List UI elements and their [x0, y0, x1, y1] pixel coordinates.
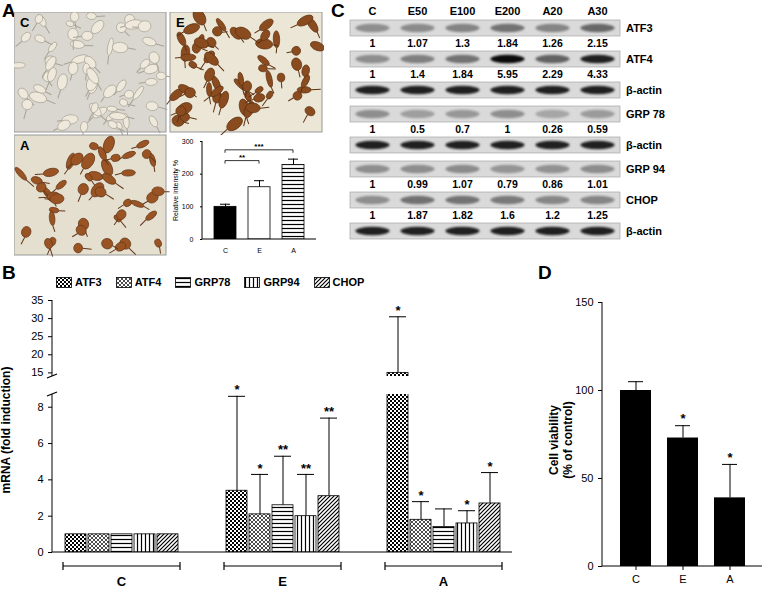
svg-text:5.95: 5.95: [497, 68, 518, 80]
svg-text:300: 300: [182, 138, 194, 145]
svg-text:β-actin: β-actin: [626, 139, 662, 151]
svg-text:15: 15: [31, 366, 43, 378]
svg-text:β-actin: β-actin: [626, 225, 662, 237]
svg-text:C: C: [117, 574, 127, 589]
svg-text:2.29: 2.29: [542, 68, 563, 80]
svg-text:50: 50: [581, 472, 593, 484]
svg-text:E: E: [257, 247, 262, 254]
html-text:C: C: [331, 0, 345, 21]
svg-text:Relative intensity %: Relative intensity %: [172, 160, 180, 221]
svg-text:*: *: [464, 497, 470, 512]
html-text:ATF4: ATF4: [134, 276, 162, 288]
svg-text:0.99: 0.99: [407, 178, 428, 190]
svg-text:C: C: [223, 247, 228, 254]
svg-text:1.07: 1.07: [452, 178, 473, 190]
svg-text:**: **: [278, 442, 289, 457]
svg-text:1.84: 1.84: [497, 37, 518, 49]
svg-text:E: E: [679, 573, 686, 585]
html-text:GRP94: GRP94: [263, 276, 300, 288]
svg-text:ATF4: ATF4: [626, 53, 654, 65]
svg-text:1.6: 1.6: [500, 209, 515, 221]
svg-text:1.4: 1.4: [410, 68, 425, 80]
svg-text:1: 1: [370, 209, 376, 221]
html-text:CHOP: CHOP: [332, 276, 365, 288]
html-text:D: D: [538, 262, 552, 283]
svg-text:E: E: [176, 15, 185, 30]
svg-text:1: 1: [370, 178, 376, 190]
svg-text:A: A: [726, 573, 734, 585]
svg-text:4: 4: [37, 473, 43, 485]
svg-text:1.82: 1.82: [452, 209, 473, 221]
svg-text:*: *: [234, 382, 240, 397]
svg-text:0.26: 0.26: [542, 123, 563, 135]
svg-text:E100: E100: [450, 5, 476, 17]
svg-text:0.86: 0.86: [542, 178, 563, 190]
svg-text:1.25: 1.25: [587, 209, 608, 221]
svg-text:100: 100: [182, 203, 194, 210]
svg-text:*: *: [487, 459, 493, 474]
svg-text:E: E: [278, 574, 287, 589]
svg-text:150: 150: [575, 296, 593, 308]
svg-text:0.5: 0.5: [410, 123, 425, 135]
svg-text:0: 0: [587, 560, 593, 572]
svg-text:C: C: [369, 5, 377, 17]
svg-text:20: 20: [31, 348, 43, 360]
svg-text:1.26: 1.26: [542, 37, 563, 49]
svg-text:*: *: [680, 411, 686, 426]
svg-text:0.7: 0.7: [455, 123, 470, 135]
svg-text:4.33: 4.33: [587, 68, 608, 80]
svg-text:ATF3: ATF3: [626, 22, 653, 34]
svg-text:*: *: [727, 450, 733, 465]
svg-text:A: A: [291, 247, 296, 254]
svg-text:E200: E200: [495, 5, 521, 17]
svg-text:CHOP: CHOP: [626, 194, 658, 206]
svg-text:25: 25: [31, 330, 43, 342]
svg-text:1.07: 1.07: [407, 37, 428, 49]
html-text:GRP78: GRP78: [194, 276, 231, 288]
svg-text:**: **: [239, 153, 246, 162]
html-text:ATF3: ATF3: [75, 276, 102, 288]
svg-text:1.87: 1.87: [407, 209, 428, 221]
svg-text:*: *: [257, 461, 263, 476]
svg-text:2: 2: [37, 510, 43, 522]
svg-text:0.59: 0.59: [587, 123, 608, 135]
svg-text:6: 6: [37, 437, 43, 449]
svg-text:35: 35: [31, 294, 43, 306]
svg-text:0: 0: [37, 546, 43, 558]
svg-text:β-actin: β-actin: [626, 84, 662, 96]
svg-text:C: C: [20, 15, 30, 30]
svg-text:1: 1: [370, 68, 376, 80]
svg-text:100: 100: [575, 384, 593, 396]
svg-text:**: **: [301, 461, 312, 476]
svg-text:**: **: [324, 404, 335, 419]
svg-text:0.79: 0.79: [497, 178, 518, 190]
svg-text:GRP 78: GRP 78: [626, 108, 665, 120]
svg-text:A: A: [439, 574, 449, 589]
svg-text:0: 0: [190, 236, 194, 243]
html-text:B: B: [2, 262, 16, 283]
svg-text:A30: A30: [587, 5, 607, 17]
svg-text:1.2: 1.2: [545, 209, 560, 221]
svg-text:1.3: 1.3: [455, 37, 470, 49]
svg-text:8: 8: [37, 401, 43, 413]
svg-text:2.15: 2.15: [587, 37, 608, 49]
html-text:Cell viability (% of control): Cell viability (% of control): [547, 401, 575, 479]
svg-text:C: C: [632, 573, 640, 585]
html-text:mRNA (fold induction): mRNA (fold induction): [0, 366, 13, 494]
svg-text:*: *: [395, 303, 401, 318]
svg-text:30: 30: [31, 312, 43, 324]
svg-text:GRP 94: GRP 94: [626, 163, 666, 175]
svg-text:*: *: [418, 488, 424, 503]
svg-text:1: 1: [370, 123, 376, 135]
svg-text:***: ***: [254, 142, 264, 151]
svg-text:1.01: 1.01: [587, 178, 608, 190]
svg-text:1: 1: [370, 37, 376, 49]
svg-text:A: A: [20, 138, 30, 153]
svg-text:1.84: 1.84: [452, 68, 473, 80]
svg-text:E50: E50: [408, 5, 428, 17]
html-text:A: A: [2, 0, 16, 21]
svg-text:A20: A20: [542, 5, 562, 17]
svg-text:200: 200: [182, 170, 194, 177]
svg-text:1: 1: [505, 123, 511, 135]
